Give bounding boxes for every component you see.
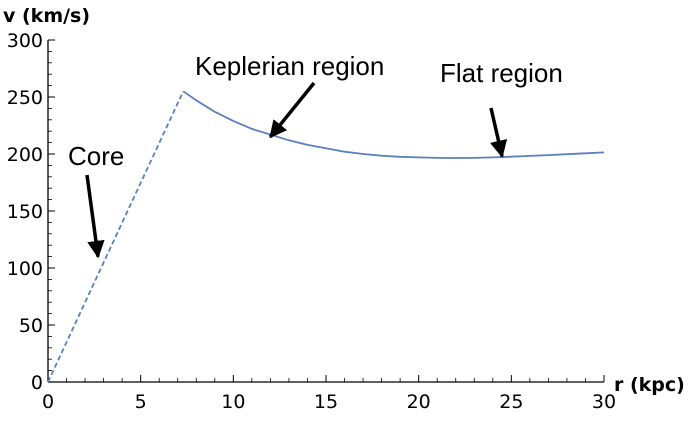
x-axis-label: r (kpc) xyxy=(614,374,685,396)
x-tick-label: 25 xyxy=(499,391,523,413)
flat-label: Flat region xyxy=(440,58,563,88)
axes xyxy=(47,40,604,383)
y-tick-label: 250 xyxy=(7,87,43,109)
x-tick-label: 15 xyxy=(314,391,338,413)
y-axis-label: v (km/s) xyxy=(3,5,90,27)
y-tick-label: 100 xyxy=(7,258,43,280)
x-tick-label: 10 xyxy=(221,391,245,413)
core-label: Core xyxy=(68,141,124,171)
x-tick-label: 0 xyxy=(42,391,54,413)
y-tick-label: 0 xyxy=(31,372,43,394)
y-tick-label: 200 xyxy=(7,144,43,166)
x-tick-label: 30 xyxy=(592,391,616,413)
x-tick-label: 5 xyxy=(135,391,147,413)
y-tick-label: 50 xyxy=(19,315,43,337)
core-arrow xyxy=(85,174,105,259)
flat-arrow xyxy=(489,107,508,158)
rotation-curve-line xyxy=(182,90,605,159)
series-layer xyxy=(47,90,605,383)
y-tick-label: 150 xyxy=(7,201,43,223)
annotations: Core Keplerian region Flat region xyxy=(68,51,563,259)
keplerian-label: Keplerian region xyxy=(195,51,384,81)
core-dashed-line xyxy=(47,90,185,383)
y-tick-label: 300 xyxy=(7,30,43,52)
x-tick-label: 20 xyxy=(407,391,431,413)
keplerian-arrow xyxy=(269,81,316,139)
